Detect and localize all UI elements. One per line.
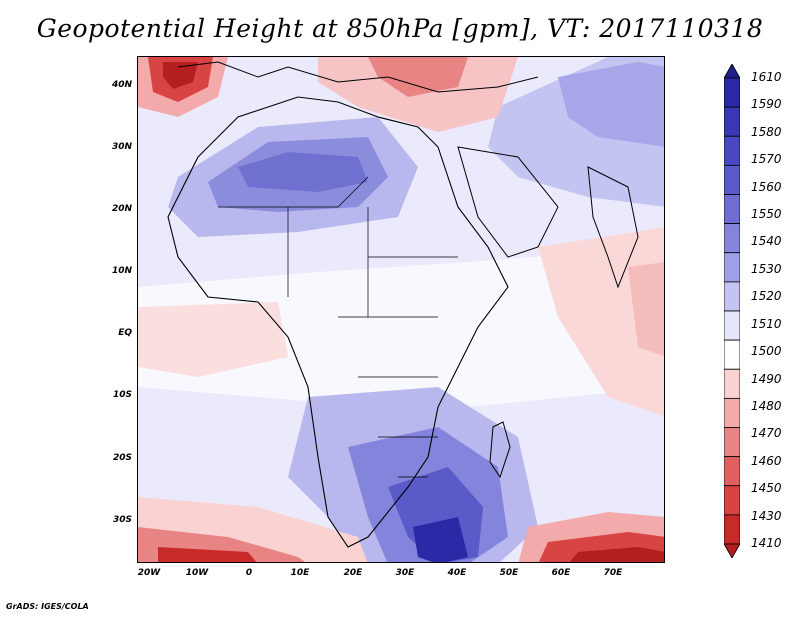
colorbar-label: 1580 bbox=[751, 124, 782, 139]
map-plot-area bbox=[137, 56, 665, 563]
colorbar-bin bbox=[724, 135, 740, 166]
lon-label-0: 0 bbox=[245, 568, 253, 578]
colorbar-label: 1520 bbox=[751, 289, 782, 304]
colorbar-label: 1450 bbox=[751, 481, 782, 496]
colorbar-label: 1610 bbox=[751, 70, 782, 84]
colorbar-bin bbox=[724, 368, 740, 399]
colorbar-label: 1470 bbox=[751, 426, 782, 441]
colorbar-label: 1540 bbox=[751, 234, 782, 249]
colorbar-label: 1550 bbox=[751, 207, 782, 222]
lat-label-20s: 20S bbox=[112, 453, 132, 463]
lon-label-40e: 40E bbox=[447, 568, 467, 578]
colorbar-tip-top bbox=[724, 64, 740, 79]
colorbar-label: 1590 bbox=[751, 97, 782, 112]
colorbar-label: 1490 bbox=[751, 371, 782, 386]
colorbar-bin bbox=[724, 164, 740, 195]
colorbar-label: 1560 bbox=[751, 179, 782, 194]
colorbar-bin bbox=[724, 339, 740, 370]
colorbar-label: 1530 bbox=[751, 261, 782, 276]
lon-label-30e: 30E bbox=[395, 568, 415, 578]
geopotential-field bbox=[138, 57, 664, 562]
colorbar-bin bbox=[724, 514, 740, 545]
lon-label-50e: 50E bbox=[499, 568, 519, 578]
colorbar-label: 1570 bbox=[751, 152, 782, 167]
colorbar-label: 1430 bbox=[751, 508, 782, 523]
lat-label-eq: EQ bbox=[118, 328, 132, 338]
colorbar-label: 1500 bbox=[751, 344, 782, 359]
colorbar-bin bbox=[724, 77, 740, 108]
lat-label-30n: 30N bbox=[111, 142, 132, 152]
lat-label-10n: 10N bbox=[111, 266, 132, 276]
colorbar-bin bbox=[724, 223, 740, 254]
colorbar-bin bbox=[724, 194, 740, 225]
colorbar-bin bbox=[724, 485, 740, 516]
lat-label-10s: 10S bbox=[112, 390, 132, 400]
colorbar-tip-bottom bbox=[724, 543, 740, 558]
footer-credit: GrADS: IGES/COLA bbox=[6, 602, 89, 611]
lon-label-10e: 10E bbox=[290, 568, 310, 578]
colorbar-label: 1460 bbox=[751, 453, 782, 468]
lon-label-20e: 20E bbox=[343, 568, 363, 578]
colorbar-bin bbox=[724, 397, 740, 428]
colorbar-bin bbox=[724, 310, 740, 341]
lon-label-60e: 60E bbox=[551, 568, 571, 578]
lat-label-30s: 30S bbox=[112, 515, 132, 525]
lat-label-40n: 40N bbox=[111, 80, 132, 90]
colorbar-bin bbox=[724, 106, 740, 137]
colorbar-bin bbox=[724, 281, 740, 312]
lon-label-10w: 10W bbox=[185, 568, 209, 578]
colorbar-label: 1510 bbox=[751, 316, 782, 331]
colorbar-label: 1480 bbox=[751, 398, 782, 413]
map-title: Geopotential Height at 850hPa [gpm], VT:… bbox=[36, 14, 764, 43]
lon-label-70e: 70E bbox=[603, 568, 623, 578]
colorbar-label: 1410 bbox=[751, 536, 782, 550]
colorbar-bin bbox=[724, 252, 740, 283]
lon-label-20w: 20W bbox=[137, 568, 161, 578]
lat-label-20n: 20N bbox=[111, 204, 132, 214]
colorbar-bin bbox=[724, 427, 740, 458]
colorbar bbox=[724, 64, 740, 558]
colorbar-bin bbox=[724, 456, 740, 487]
